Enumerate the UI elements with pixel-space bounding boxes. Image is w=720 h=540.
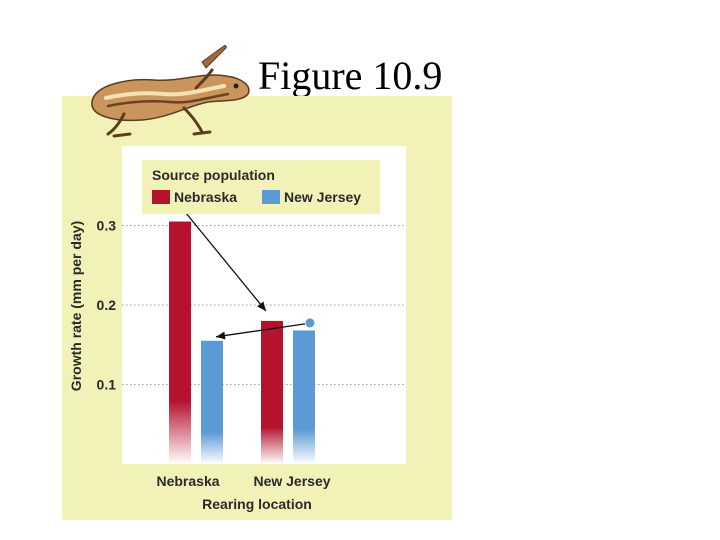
nebraska-shift-arrow-line [183,210,267,312]
legend-box [142,160,380,214]
bar-nebraska-0 [169,221,191,464]
slide-title: Figure 10.9 [258,53,443,98]
legend-title: Source population [152,167,275,183]
bar-new-jersey-1 [293,330,315,464]
bar-new-jersey-0 [201,340,223,464]
bar-nebraska-1 [261,320,283,464]
legend-label-new-jersey: New Jersey [284,189,361,205]
x-tick-label: Nebraska [156,473,219,489]
y-tick-label: 0.2 [97,297,117,313]
figure-panel: 0.1 0.2 0.3 Growth rate (mm per day) Source … [62,96,452,520]
x-axis-title: Rearing location [202,496,312,512]
y-tick-label: 0.3 [97,218,117,234]
new-jersey-source-point [305,318,315,328]
lizard-icon [91,45,250,138]
y-tick-label: 0.1 [97,377,117,393]
new-jersey-shift-arrow-head [216,331,226,340]
x-tick-label: New Jersey [253,473,330,489]
bar-chart: 0.1 0.2 0.3 Growth rate (mm per day) Source … [68,146,406,512]
nebraska-shift-arrow-head [257,301,266,311]
legend-label-nebraska: Nebraska [174,189,237,205]
legend-swatch-new-jersey [262,190,280,204]
y-axis-title: Growth rate (mm per day) [68,221,84,391]
legend-swatch-nebraska [152,190,170,204]
new-jersey-shift-arrow-line [215,323,306,338]
